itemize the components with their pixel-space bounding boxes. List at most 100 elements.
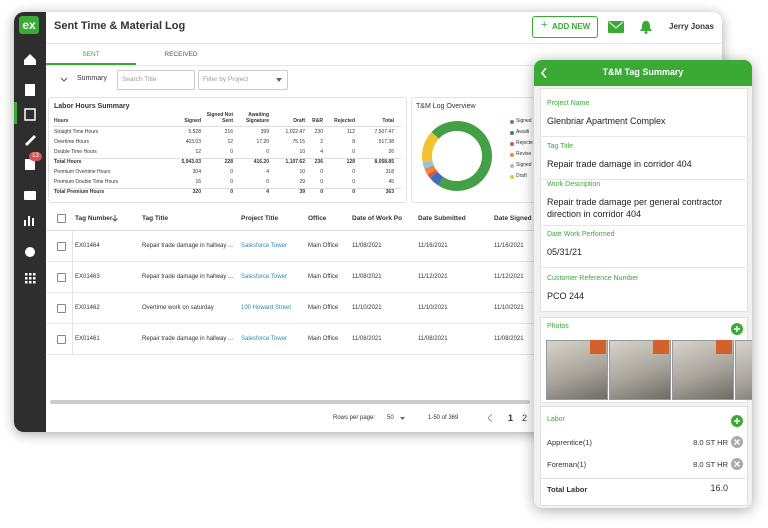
total-rule <box>53 158 401 159</box>
page-number[interactable]: 2 <box>522 413 528 423</box>
user-name[interactable]: Jerry Jonas <box>669 22 714 31</box>
panel-title: T&M Tag Summary <box>602 67 684 77</box>
header-checkbox[interactable] <box>57 214 66 223</box>
cell: 230 <box>314 129 323 135</box>
rows-value[interactable]: 50 <box>387 415 394 421</box>
legend-dot <box>510 175 514 179</box>
photo-remove[interactable] <box>716 340 732 354</box>
cell: 0 <box>230 189 233 195</box>
apps-icon[interactable] <box>25 273 36 284</box>
doc-icon[interactable] <box>25 84 35 96</box>
legend-label: Awaiti <box>516 129 530 135</box>
cell: 4 <box>266 189 269 195</box>
cell: 11/08/2021 <box>418 336 448 342</box>
home-icon[interactable] <box>24 54 36 65</box>
edit-icon[interactable] <box>25 135 36 146</box>
column-header: Signed <box>184 118 201 124</box>
column-header[interactable]: Project Title <box>241 215 279 222</box>
search-box[interactable] <box>117 70 195 90</box>
add-labor[interactable] <box>731 415 743 427</box>
row-checkbox[interactable] <box>57 273 66 282</box>
cell: 363 <box>385 189 394 195</box>
filter-caret <box>276 78 282 82</box>
column-header[interactable]: Date Submitted <box>418 215 466 222</box>
add-new-label[interactable]: ADD NEW <box>552 22 591 31</box>
sidebar-icons[interactable] <box>14 45 46 305</box>
header-rule <box>46 230 536 231</box>
log-icon[interactable] <box>24 108 36 121</box>
page-number[interactable]: 1 <box>508 413 514 423</box>
cell: 12 <box>227 139 233 145</box>
row-checkbox[interactable] <box>57 242 66 251</box>
briefcase-icon[interactable] <box>24 191 36 200</box>
remove-x <box>734 461 740 467</box>
add-plus: + <box>541 19 548 31</box>
add-new-button[interactable] <box>532 16 598 38</box>
photo[interactable] <box>735 340 752 400</box>
tag-icon[interactable] <box>25 159 35 170</box>
report-icon[interactable] <box>24 216 34 226</box>
total-label: Total Labor <box>547 485 588 494</box>
mail-icon[interactable] <box>608 21 624 33</box>
cell: 4 <box>266 169 269 175</box>
photo-remove[interactable] <box>653 340 669 354</box>
sidebar-active <box>14 102 17 124</box>
cell: 11/12/2021 <box>494 274 524 280</box>
panel-header <box>534 60 752 86</box>
column-header[interactable]: Tag Number <box>75 215 113 222</box>
remove-labor[interactable] <box>731 436 743 448</box>
cell[interactable]: Salesforce Tower <box>241 336 287 342</box>
column-header: Signed Not Sent <box>206 112 233 124</box>
field-rule <box>540 225 746 226</box>
scrollbar[interactable] <box>50 400 530 404</box>
row-checkbox[interactable] <box>57 335 66 344</box>
labor-role: Apprentice(1) <box>547 438 593 447</box>
column-header[interactable]: Office <box>308 215 327 222</box>
column-header[interactable]: Tag Title <box>142 215 169 222</box>
remove-labor[interactable] <box>731 458 743 470</box>
prev <box>488 414 492 422</box>
tab-sent[interactable]: SENT <box>82 51 100 58</box>
logo[interactable]: ex <box>19 16 39 34</box>
filter-box[interactable] <box>198 70 288 90</box>
row-label: Double Time Hours <box>54 149 97 155</box>
cell: 517.38 <box>378 139 394 145</box>
column-header[interactable]: Date of Work Po <box>352 215 403 222</box>
cell[interactable]: Salesforce Tower <box>241 243 287 249</box>
cell: 11/16/2021 <box>494 243 524 249</box>
column-header[interactable]: Date Signed <box>494 215 532 222</box>
page-arrows <box>488 414 492 422</box>
settings-icon[interactable] <box>25 247 35 257</box>
column-header: Rejected <box>334 118 355 124</box>
photo-remove[interactable] <box>590 340 606 354</box>
column-header: R&R <box>312 118 323 124</box>
field-value: Glenbriar Apartment Complex <box>547 116 666 126</box>
cell: 12 <box>195 149 201 155</box>
row-rule <box>46 292 536 293</box>
cell: EX01461 <box>75 336 100 342</box>
add-photo[interactable] <box>731 323 743 335</box>
cell: 11/08/2021 <box>352 336 382 342</box>
cell: 11/08/2021 <box>352 274 382 280</box>
summary-label[interactable]: Summary <box>77 75 107 82</box>
legend-label: Signed <box>516 162 532 168</box>
field-rule <box>540 267 746 268</box>
section-title: Labor <box>547 416 565 423</box>
tab-received[interactable]: RECEIVED <box>164 51 198 58</box>
legend-label: Revise <box>516 151 532 157</box>
labor-summary-card: Labor Hours Summary Hours Signed Signed Not… <box>48 97 407 203</box>
cell: 0 <box>352 149 355 155</box>
legend-label: Rejecte <box>516 140 533 146</box>
cell: 11/12/2021 <box>418 274 448 280</box>
cell[interactable]: Salesforce Tower <box>241 274 287 280</box>
cell: 10 <box>299 149 305 155</box>
field-value: 05/31/21 <box>547 247 583 257</box>
cell: 5,528 <box>188 129 201 135</box>
collapse-icon[interactable] <box>60 77 68 83</box>
search-placeholder: Search Title <box>122 76 157 83</box>
row-checkbox[interactable] <box>57 304 66 313</box>
cell[interactable]: 100 Howard Street <box>241 305 292 311</box>
bell-icon[interactable] <box>639 20 653 34</box>
cell: 11/08/2021 <box>494 336 524 342</box>
